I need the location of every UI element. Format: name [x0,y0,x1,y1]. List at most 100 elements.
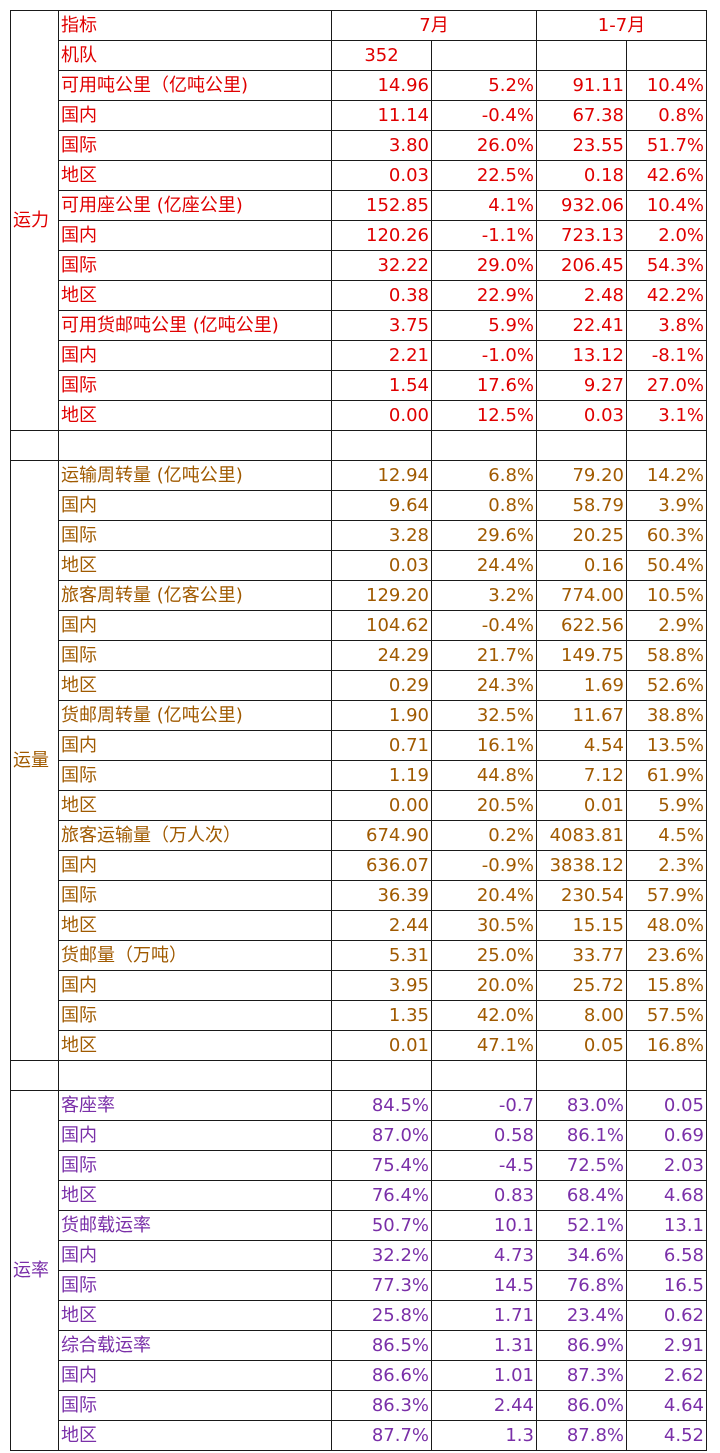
table-row: 国内 11.14 -0.4% 67.38 0.8% [11,100,707,131]
ytd-value: 22.41 [536,310,627,341]
ytd-value: 230.54 [536,880,627,911]
row-label: 地区 [58,550,332,581]
month-change: 0.8% [431,490,537,521]
table-row: 货邮量（万吨） 5.31 25.0% 33.77 23.6% [11,940,707,971]
row-label: 客座率 [58,1090,332,1121]
month-change: 16.1% [431,730,537,761]
ytd-value: 76.8% [536,1270,627,1301]
month-value: 87.0% [331,1120,432,1151]
month-value: 87.7% [331,1420,432,1451]
row-label: 国内 [58,850,332,881]
month-change: 47.1% [431,1030,537,1061]
month-value: 76.4% [331,1180,432,1211]
header-period-month: 7月 [331,10,537,41]
ytd-change: 23.6% [626,940,707,971]
month-value: 86.6% [331,1360,432,1391]
table-row: 国际 36.39 20.4% 230.54 57.9% [11,880,707,911]
ytd-value: 72.5% [536,1150,627,1181]
row-label: 可用货邮吨公里 (亿吨公里) [58,310,332,341]
table-row: 旅客运输量（万人次） 674.90 0.2% 4083.81 4.5% [11,820,707,851]
row-label: 地区 [58,910,332,941]
ytd-value: 4083.81 [536,820,627,851]
ytd-change: 10.4% [626,190,707,221]
month-change: 22.9% [431,280,537,311]
table-row: 货邮周转量 (亿吨公里) 1.90 32.5% 11.67 38.8% [11,700,707,731]
table-row: 地区 0.00 20.5% 0.01 5.9% [11,790,707,821]
month-change: 32.5% [431,700,537,731]
month-change: 20.0% [431,970,537,1001]
month-value: 3.28 [331,520,432,551]
row-label: 国内 [58,1360,332,1391]
empty-cell [536,1060,627,1091]
ytd-change: 48.0% [626,910,707,941]
ytd-change: 6.58 [626,1240,707,1271]
month-value: 1.54 [331,370,432,401]
ytd-change: 54.3% [626,250,707,281]
ytd-change: 58.8% [626,640,707,671]
month-change: 17.6% [431,370,537,401]
month-value: 1.90 [331,700,432,731]
month-change: 44.8% [431,760,537,791]
row-label: 国内 [58,970,332,1001]
table-row: 国内 120.26 -1.1% 723.13 2.0% [11,220,707,251]
ytd-change: 2.9% [626,610,707,641]
row-label: 地区 [58,160,332,191]
stats-table-body: 运力 指标 7月 1-7月 机队 352 可用吨公里（亿吨公里) 14.96 5.2… [10,10,707,1451]
ytd-value: 91.11 [536,70,627,101]
table-row: 国际 86.3% 2.44 86.0% 4.64 [11,1390,707,1421]
ytd-change: 42.2% [626,280,707,311]
ytd-change: 57.5% [626,1000,707,1031]
row-label: 旅客周转量 (亿客公里) [58,580,332,611]
ytd-value: 1.69 [536,670,627,701]
ytd-value: 4.54 [536,730,627,761]
table-row: 国际 32.22 29.0% 206.45 54.3% [11,250,707,281]
table-row: 地区 25.8% 1.71 23.4% 0.62 [11,1300,707,1331]
row-label: 国际 [58,370,332,401]
ytd-value: 206.45 [536,250,627,281]
ytd-value: 58.79 [536,490,627,521]
ytd-value: 33.77 [536,940,627,971]
row-label: 运输周转量 (亿吨公里) [58,460,332,491]
month-change: 0.2% [431,820,537,851]
table-row: 可用吨公里（亿吨公里) 14.96 5.2% 91.11 10.4% [11,70,707,101]
ytd-change: 52.6% [626,670,707,701]
month-value: 3.80 [331,130,432,161]
ytd-change: 2.03 [626,1150,707,1181]
row-label: 综合载运率 [58,1330,332,1361]
ytd-value: 932.06 [536,190,627,221]
row-label: 地区 [58,1420,332,1451]
ytd-change: 2.91 [626,1330,707,1361]
month-change: -0.4% [431,100,537,131]
table-row: 国际 3.28 29.6% 20.25 60.3% [11,520,707,551]
category-cell: 运力 [10,10,59,431]
row-label: 货邮周转量 (亿吨公里) [58,700,332,731]
month-change: 12.5% [431,400,537,431]
ytd-change: 0.62 [626,1300,707,1331]
ytd-change: 0.05 [626,1090,707,1121]
table-row: 地区 87.7% 1.3 87.8% 4.52 [11,1420,707,1451]
row-label: 可用座公里 (亿座公里) [58,190,332,221]
empty-cell [58,1060,332,1091]
ytd-value: 3838.12 [536,850,627,881]
month-value: 36.39 [331,880,432,911]
header-indicator: 指标 [58,10,332,41]
month-change: -0.4% [431,610,537,641]
ytd-change: 42.6% [626,160,707,191]
ytd-value: 9.27 [536,370,627,401]
ytd-value: 87.3% [536,1360,627,1391]
ytd-value: 622.56 [536,610,627,641]
ytd-change: 61.9% [626,760,707,791]
month-change: 14.5 [431,1270,537,1301]
month-change: 0.83 [431,1180,537,1211]
month-change: 5.2% [431,70,537,101]
month-value: 0.38 [331,280,432,311]
row-label: 国内 [58,490,332,521]
month-change: 1.71 [431,1300,537,1331]
ytd-value: 774.00 [536,580,627,611]
ytd-value: 8.00 [536,1000,627,1031]
empty-cell [58,430,332,461]
category-cell: 运率 [10,1090,59,1451]
row-label: 国内 [58,1120,332,1151]
month-change: 29.0% [431,250,537,281]
fleet-label: 机队 [58,40,332,71]
